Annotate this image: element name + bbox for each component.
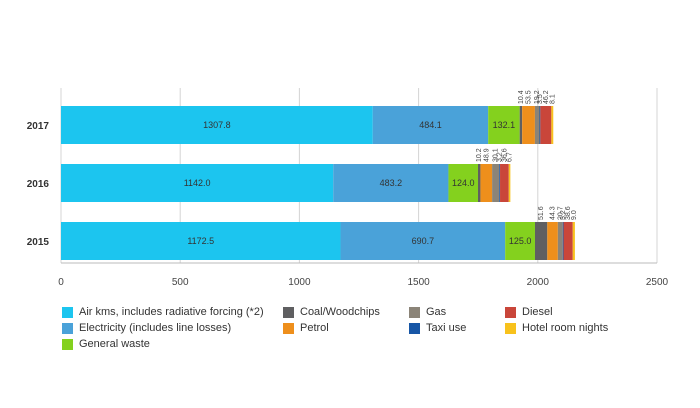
data-label: 10.2: [476, 148, 483, 162]
data-label: 1172.5: [187, 236, 214, 246]
bar-segment: [563, 222, 573, 260]
legend-swatch: [409, 322, 420, 334]
legend-item: Taxi use: [409, 320, 466, 336]
legend-item: Hotel room nights: [505, 320, 608, 336]
data-label: 3.2: [497, 152, 504, 162]
x-tick-label: 2500: [646, 277, 669, 288]
bars: [61, 106, 575, 260]
legend-item: Coal/Woodchips: [283, 304, 380, 320]
bar-segment: [505, 222, 535, 260]
bar-segment: [478, 164, 481, 202]
bar-segment: [500, 164, 509, 202]
bar-segment: [61, 164, 334, 202]
data-label: 3.5: [537, 94, 544, 104]
category-label: 2016: [27, 179, 50, 190]
bar-segment: [492, 164, 500, 202]
legend-item: Electricity (includes line losses): [62, 320, 231, 336]
bar-segment: [61, 222, 341, 260]
data-label: 51.6: [538, 206, 545, 220]
data-label: 690.7: [412, 236, 435, 246]
category-label: 2017: [27, 121, 50, 132]
x-tick-label: 500: [172, 277, 189, 288]
data-labels: 1307.8 484.1 132.1 10.4 53.5 19.23.546.2 8.1 11…: [184, 90, 578, 246]
bar-segment: [61, 106, 373, 144]
data-label: 125.0: [509, 236, 532, 246]
legend-item: General waste: [62, 336, 150, 352]
data-label: 36.6: [501, 148, 508, 162]
legend-item: Petrol: [283, 320, 329, 336]
data-label: 8.1: [549, 94, 556, 104]
data-label: 483.2: [380, 178, 403, 188]
legend-swatch: [283, 322, 294, 334]
data-label: 44.3: [550, 206, 557, 220]
data-label: 3.2: [560, 210, 567, 220]
legend-label: Electricity (includes line losses): [79, 322, 232, 334]
x-tick-label: 1500: [407, 277, 430, 288]
data-label: 124.0: [452, 178, 475, 188]
bar-segment: [519, 106, 523, 144]
bar-segment: [534, 106, 540, 144]
data-label: 20.7: [557, 206, 564, 220]
legend-swatch: [283, 306, 294, 318]
legend-swatch: [62, 338, 73, 350]
data-label: 30.1: [493, 148, 500, 162]
bar-segment: [480, 164, 493, 202]
data-label: 6.7: [507, 152, 514, 162]
x-tick-label: 1000: [288, 277, 311, 288]
bar-segment: [547, 222, 558, 260]
legend-swatch: [62, 306, 73, 318]
legend-swatch: [62, 322, 73, 334]
data-label: 38.6: [565, 206, 572, 220]
bar-segment: [534, 222, 548, 260]
legend-item: Air kms, includes radiative forcing (*2): [62, 304, 264, 320]
bar-segment: [372, 106, 489, 144]
legend-label: Diesel: [522, 306, 553, 318]
bar-segment: [562, 222, 564, 260]
category-label: 2015: [27, 237, 50, 248]
legend-label: General waste: [79, 338, 150, 350]
bar-segment: [539, 106, 541, 144]
bar-segment: [557, 222, 563, 260]
data-label: 9.0: [571, 210, 578, 220]
bar-segment: [551, 106, 554, 144]
bar-segment: [340, 222, 506, 260]
data-label: 19.2: [534, 90, 541, 104]
bar-segment: [488, 106, 520, 144]
data-label: 1307.8: [203, 120, 231, 130]
legend-item: Gas: [409, 304, 446, 320]
axes: 0 500 1000 1500 2000 2500 2017 2016 2015: [27, 121, 669, 288]
bar-segment: [333, 164, 449, 202]
legend-swatch: [409, 306, 420, 318]
data-label: 484.1: [419, 120, 442, 130]
data-label: 53.5: [526, 90, 533, 104]
legend-label: Hotel room nights: [522, 322, 609, 334]
bar-segment: [508, 164, 511, 202]
data-label: 48.9: [483, 148, 490, 162]
legend-label: Gas: [426, 306, 447, 318]
legend-label: Taxi use: [426, 322, 467, 334]
bar-segment: [522, 106, 535, 144]
legend-label: Petrol: [300, 322, 329, 334]
bar-segment: [540, 106, 552, 144]
data-label: 132.1: [493, 120, 516, 130]
legend-label: Coal/Woodchips: [300, 306, 380, 318]
legend-swatch: [505, 306, 516, 318]
data-label: 46.2: [543, 90, 550, 104]
bar-segment: [499, 164, 501, 202]
data-label: 1142.0: [184, 178, 211, 188]
legend-item: Diesel: [505, 304, 553, 320]
legend-swatch: [505, 322, 516, 334]
bar-segment: [572, 222, 575, 260]
x-tick-label: 2000: [527, 277, 550, 288]
legend-label: Air kms, includes radiative forcing (*2): [79, 306, 264, 318]
data-label: 10.4: [518, 90, 525, 104]
bar-segment: [448, 164, 479, 202]
x-tick-label: 0: [58, 277, 64, 288]
